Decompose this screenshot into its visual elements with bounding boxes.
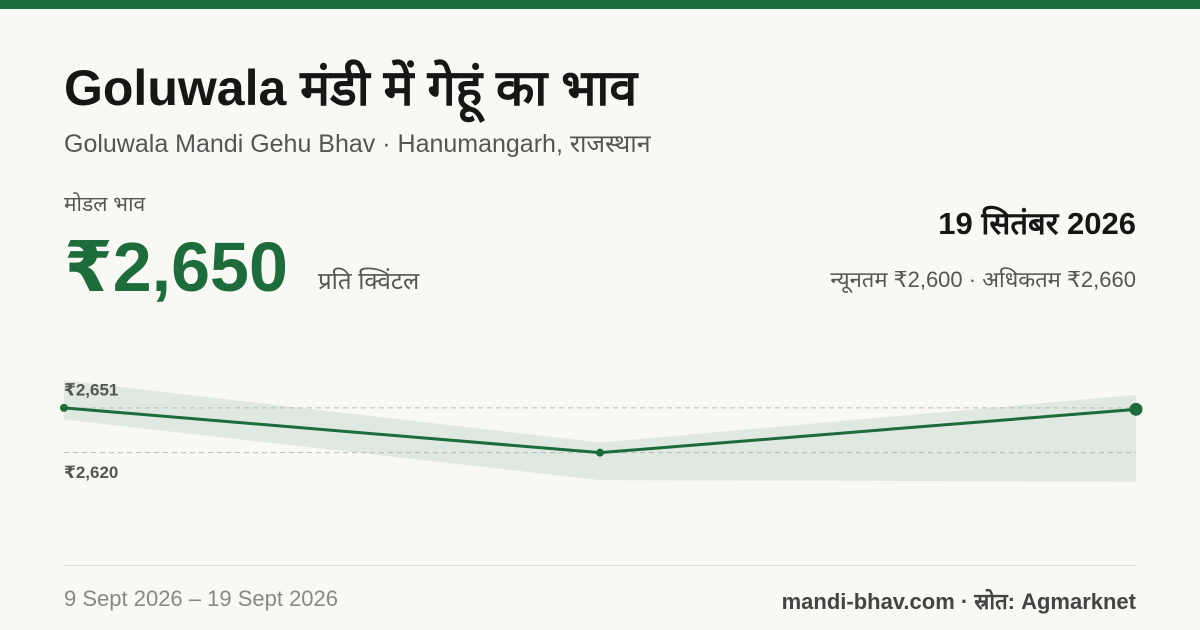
point bbox=[1129, 402, 1143, 416]
chart: ₹2,651 ₹2,620 bbox=[60, 380, 1143, 482]
top-bar bbox=[0, 0, 1200, 9]
point bbox=[60, 403, 68, 412]
date: 19 सितंबर 2026 bbox=[938, 206, 1136, 241]
y-tick-label: ₹2,620 bbox=[64, 463, 118, 482]
point bbox=[596, 448, 604, 457]
modal-price: ₹2,650 bbox=[64, 228, 288, 306]
unit: प्रति क्विंटल bbox=[318, 268, 420, 295]
divider bbox=[64, 565, 1136, 566]
modal-label: मोडल भाव bbox=[64, 193, 146, 216]
source: mandi-bhav.com · स्रोत: Agmarknet bbox=[781, 589, 1136, 614]
title: Goluwala मंडी में गेहूं का भाव bbox=[64, 60, 638, 116]
min-max: न्यूनतम ₹2,600 · अधिकतम ₹2,660 bbox=[830, 267, 1136, 292]
date-range: 9 Sept 2026 – 19 Sept 2026 bbox=[64, 586, 339, 611]
range-band bbox=[64, 380, 1136, 482]
y-tick-label: ₹2,651 bbox=[64, 380, 118, 399]
subtitle: Goluwala Mandi Gehu Bhav · Hanumangarh, … bbox=[64, 130, 651, 158]
